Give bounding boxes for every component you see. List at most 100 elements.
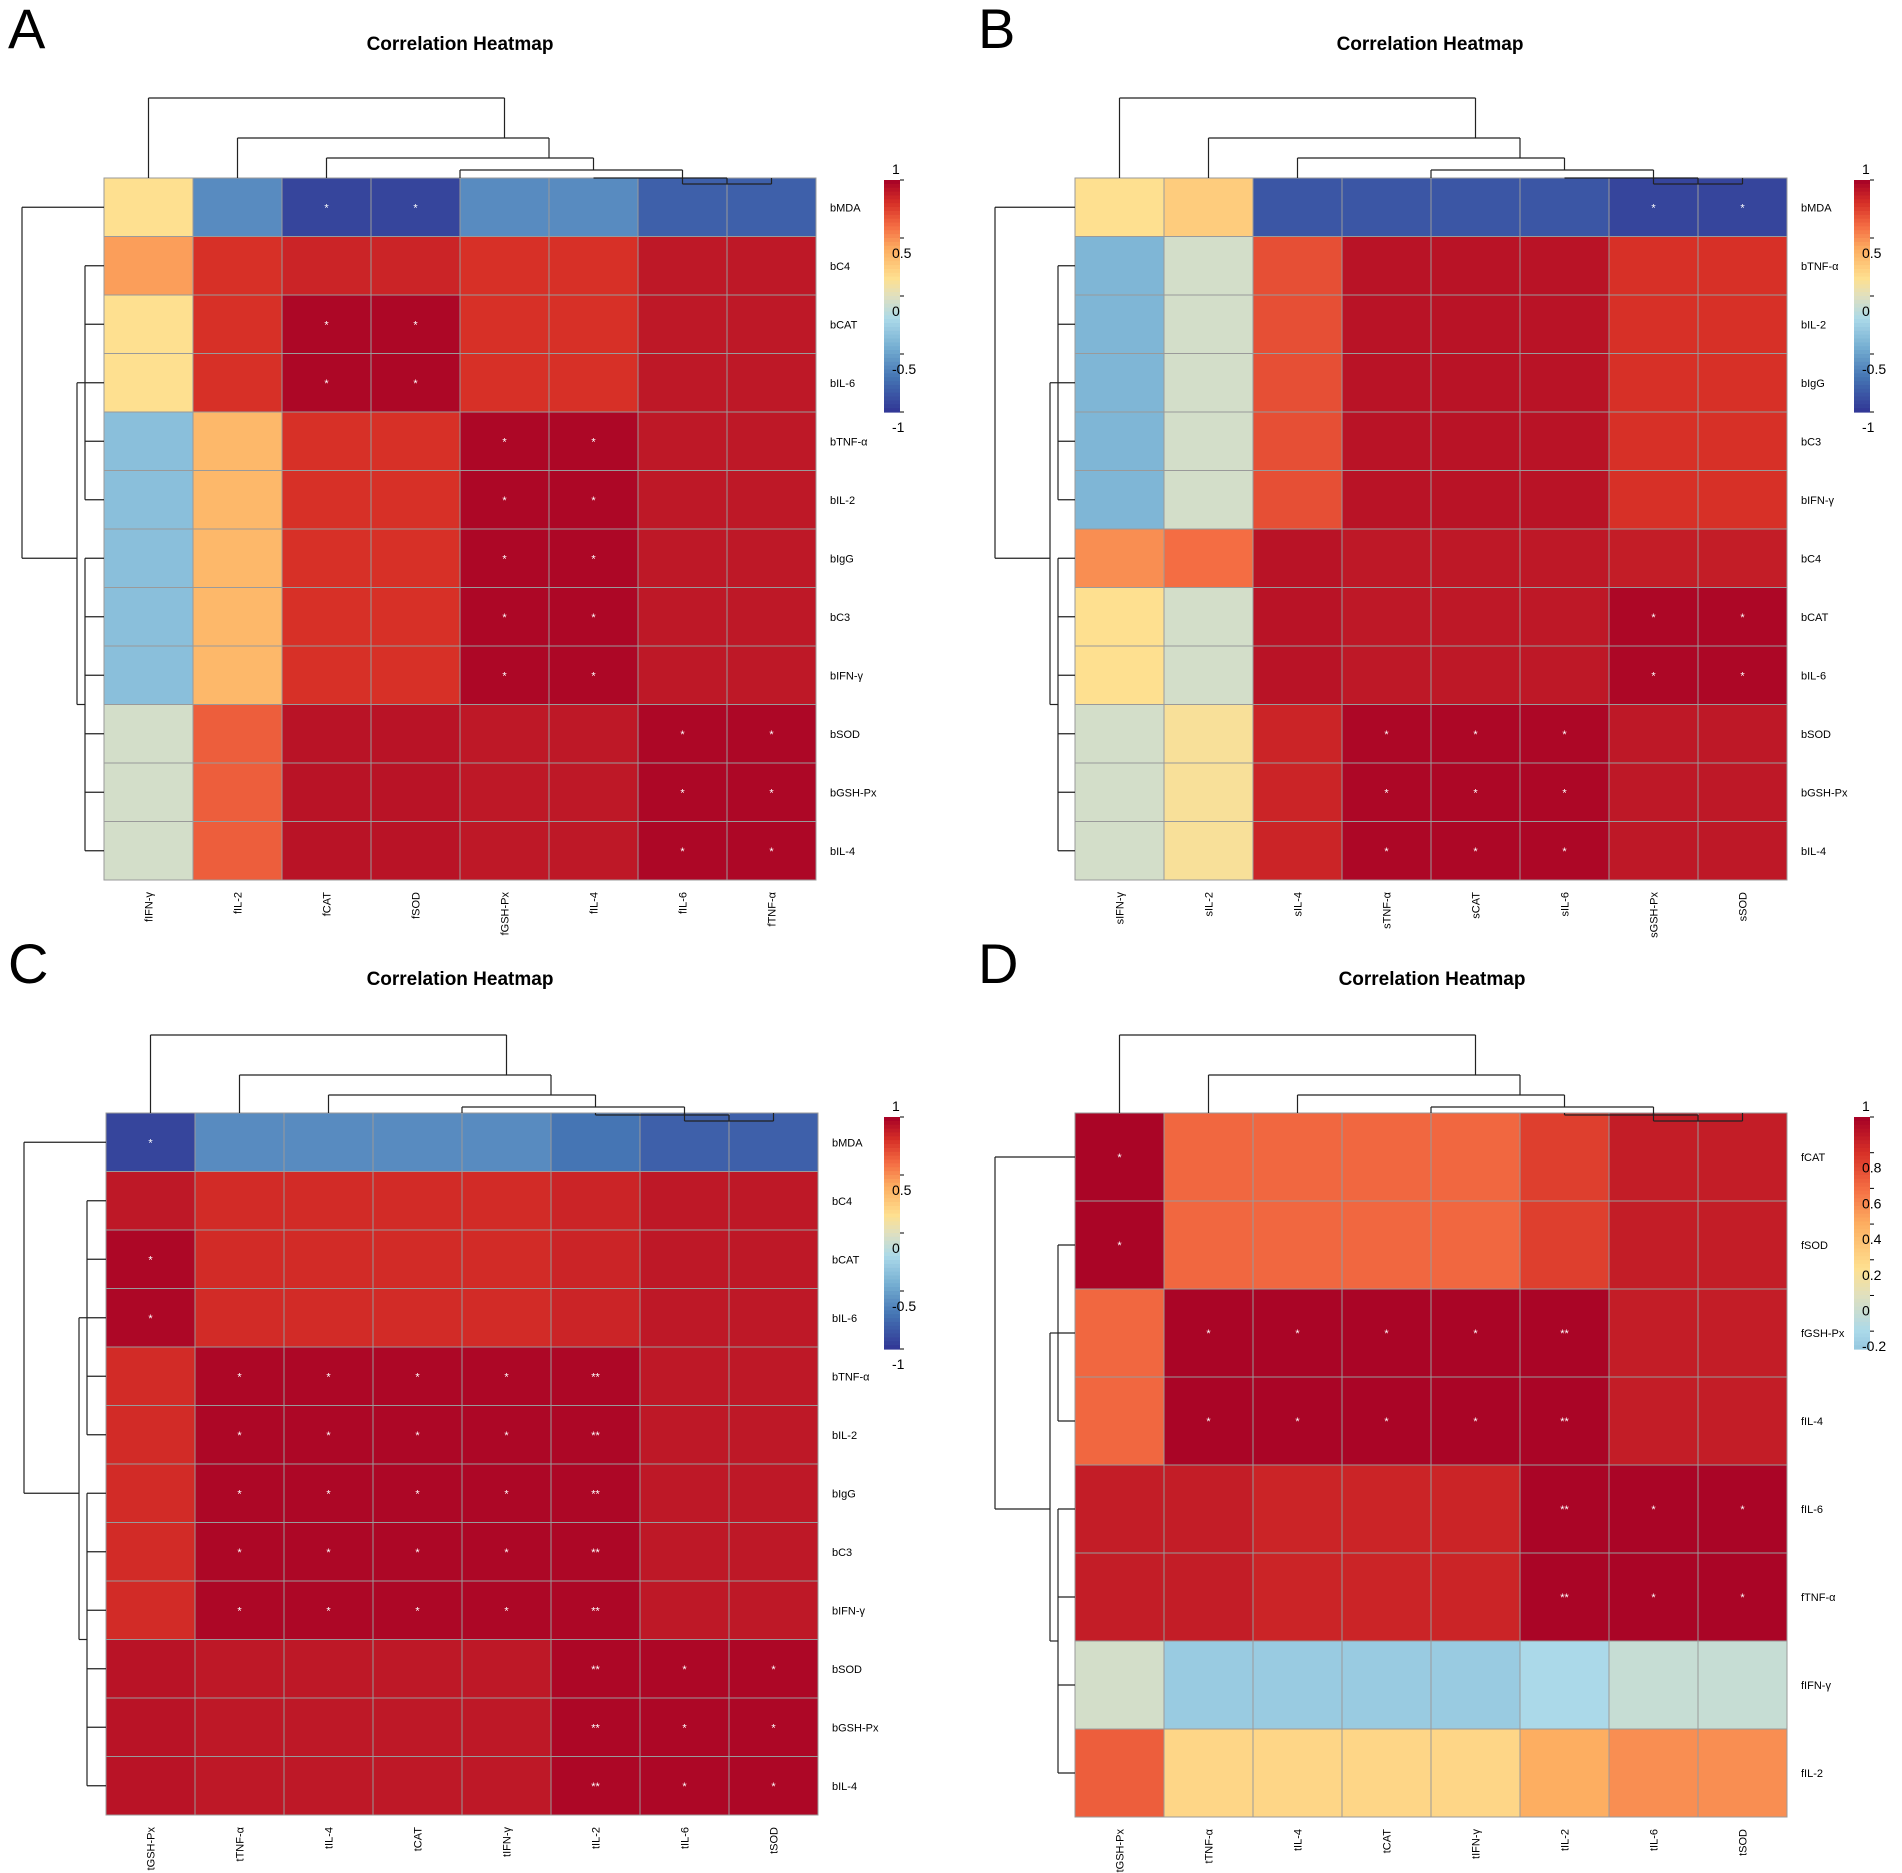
legend-color-segment (1854, 1329, 1870, 1335)
significance-marker: * (237, 1605, 242, 1617)
legend-color-segment (1854, 326, 1870, 332)
legend-color-segment (884, 1128, 900, 1134)
heatmap-cell (1163, 1376, 1254, 1466)
significance-marker: * (415, 1430, 420, 1442)
legend-color-segment (1854, 1302, 1870, 1308)
heatmap-cell (103, 704, 194, 764)
legend-color-segment (1854, 272, 1870, 278)
heatmap-cell (105, 1756, 196, 1816)
heatmap-cell (1519, 470, 1610, 530)
legend-color-segment (1854, 381, 1870, 386)
legend-color-segment (1854, 230, 1870, 235)
heatmap-cell (1519, 1288, 1610, 1378)
legend-color-segment (1854, 218, 1870, 224)
legend-color-segment (884, 1302, 900, 1308)
heatmap-cell (192, 821, 283, 881)
legend-color-segment (884, 303, 900, 309)
legend-color-segment (1854, 1159, 1870, 1164)
legend-color-segment (884, 230, 900, 235)
heatmap-cell (194, 1229, 285, 1289)
heatmap-cell (194, 1405, 285, 1465)
row-label: bGSH-Px (1801, 787, 1848, 799)
heatmap-cell (1608, 1376, 1699, 1466)
heatmap-cell (281, 236, 372, 296)
heatmap-cell (1430, 1728, 1521, 1818)
heatmap-cell (461, 1756, 552, 1816)
legend-color-segment (884, 342, 900, 347)
significance-marker: * (1473, 1328, 1478, 1340)
legend-color-segment (884, 404, 900, 409)
significance-marker: * (1651, 670, 1656, 682)
heatmap-cell (1608, 1728, 1699, 1818)
heatmap-cell (1341, 470, 1432, 530)
legend-color-segment (884, 392, 900, 398)
column-label: tIFN-γ (1471, 1829, 1483, 1859)
column-label: fTNF-α (767, 891, 779, 926)
chart-title: Correlation Heatmap (367, 34, 554, 55)
legend-color-segment (884, 365, 900, 371)
significance-marker: * (1206, 1328, 1211, 1340)
legend-color-segment (1854, 1182, 1870, 1188)
heatmap-cell (1608, 704, 1699, 764)
legend-color-segment (1854, 1283, 1870, 1288)
legend-color-segment (884, 377, 900, 382)
heatmap-cell (105, 1522, 196, 1582)
row-label: bIL-6 (830, 378, 855, 390)
legend-color-segment (1854, 408, 1870, 413)
legend-color-segment (1854, 1287, 1870, 1292)
legend-color-segment (1854, 323, 1870, 328)
heatmap-cell (728, 1229, 819, 1289)
legend-color-segment (884, 334, 900, 340)
legend-color-segment (884, 346, 900, 351)
significance-marker: * (326, 1488, 331, 1500)
column-label: sIL-2 (1204, 892, 1216, 916)
legend-color-segment (1854, 342, 1870, 347)
heatmap-cell (639, 1112, 730, 1172)
heatmap-cell (192, 704, 283, 764)
legend-color-segment (1854, 1341, 1870, 1346)
legend-tick-label: -0.5 (892, 1298, 916, 1314)
legend-color-segment (884, 1124, 900, 1130)
legend-tick-label: -0.2 (1862, 1338, 1886, 1354)
legend-color-segment (884, 1209, 900, 1215)
legend-color-segment (1854, 1291, 1870, 1296)
heatmap-cell (1163, 1552, 1254, 1642)
heatmap-cell (370, 236, 461, 296)
heatmap-cell (105, 1405, 196, 1465)
heatmap-cell (548, 528, 639, 588)
heatmap-cell (1163, 1464, 1254, 1554)
row-label: bTNF-α (1801, 261, 1839, 273)
legend-color-segment (1854, 268, 1870, 274)
legend-color-segment (884, 323, 900, 328)
heatmap-cell (1341, 353, 1432, 413)
heatmap-cell (1074, 470, 1165, 530)
legend-color-segment (1854, 1147, 1870, 1153)
legend-color-segment (1854, 1294, 1870, 1300)
legend-color-segment (1854, 392, 1870, 398)
heatmap-cell (281, 411, 372, 471)
significance-marker: * (415, 1371, 420, 1383)
legend-color-segment (884, 280, 900, 285)
heatmap-cell (1608, 236, 1699, 296)
heatmap-cell (726, 294, 817, 354)
legend-color-segment (1854, 354, 1870, 359)
legend-color-segment (1854, 249, 1870, 255)
legend-color-segment (1854, 377, 1870, 382)
legend-color-segment (1854, 384, 1870, 390)
heatmap-cell (726, 411, 817, 471)
column-label: tCAT (1382, 1829, 1394, 1854)
heatmap-cell (1163, 1728, 1254, 1818)
heatmap-cell (1163, 1640, 1254, 1730)
heatmap-cell (726, 353, 817, 413)
significance-marker: ** (1560, 1504, 1569, 1516)
significance-marker: * (237, 1488, 242, 1500)
legend-color-segment (1854, 1248, 1870, 1253)
heatmap-cell (637, 704, 728, 764)
significance-marker: ** (1560, 1416, 1569, 1428)
heatmap-cell (370, 528, 461, 588)
significance-marker: * (413, 202, 418, 214)
heatmap-cell (281, 587, 372, 647)
significance-marker: * (1117, 1152, 1122, 1164)
legend-color-segment (884, 1318, 900, 1323)
heatmap-cell (637, 353, 728, 413)
